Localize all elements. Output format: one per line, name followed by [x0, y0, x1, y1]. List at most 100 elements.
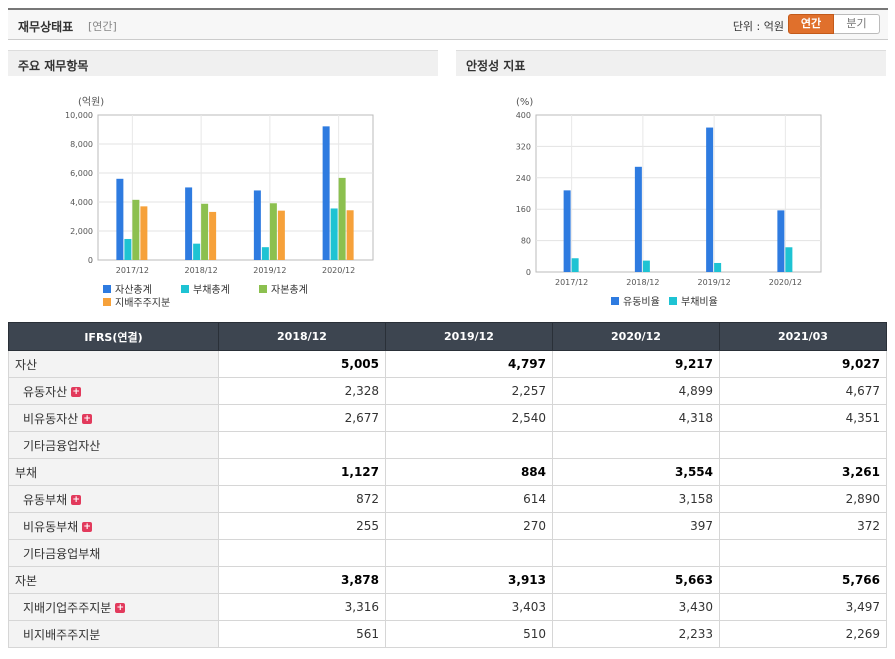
- y-tick-label: 240: [516, 174, 531, 183]
- table-cell: 9,027: [719, 350, 887, 378]
- bar: [201, 203, 209, 260]
- table-cell: 872: [218, 485, 386, 513]
- table-row: 비지배주주지분 561 510 2,233 2,269: [8, 620, 887, 648]
- table-cell: 372: [719, 512, 887, 540]
- table-cell: 2,269: [719, 620, 887, 648]
- table-cell: 3,913: [385, 566, 553, 594]
- row-label-text: 지배기업주주지분: [23, 600, 112, 615]
- table-cell: 4,318: [552, 404, 720, 432]
- table-cell: 3,430: [552, 593, 720, 621]
- bar: [563, 190, 571, 272]
- table-row: 비유동부채 +255 270 397 372: [8, 512, 887, 540]
- row-label-text: 비지배주주지분: [23, 627, 101, 642]
- legend-label: 부채비율: [681, 296, 718, 308]
- legend-label: 부채총계: [193, 284, 230, 296]
- table-cell: 2,540: [385, 404, 553, 432]
- bar: [322, 126, 330, 260]
- y-tick-label: 10,000: [65, 111, 93, 120]
- table-cell: 510: [385, 620, 553, 648]
- table-row: 자산 5,005 4,797 9,217 9,027: [8, 350, 887, 378]
- financial-items-chart: (억원) 10,000 8,000 6,000 4,000 2,000 0 2017/12 20…: [65, 96, 374, 309]
- legend-label: 자본총계: [271, 284, 308, 296]
- bar: [785, 247, 793, 272]
- table-row: 유동부채 +872 614 3,158 2,890: [8, 485, 887, 513]
- balance-sheet-table: IFRS(연결) 2018/12 2019/12 2020/12 2021/03…: [8, 322, 887, 648]
- legend-swatch: [259, 285, 267, 293]
- y-tick-label: 0: [88, 256, 93, 265]
- row-label: 지배기업주주지분 +: [8, 593, 219, 621]
- table-cell: 3,316: [218, 593, 386, 621]
- legend-label: 자산총계: [115, 284, 152, 296]
- bar: [706, 127, 714, 272]
- tab-annual[interactable]: 연간: [788, 14, 834, 34]
- table-cell: 270: [385, 512, 553, 540]
- table-cell: [719, 539, 887, 567]
- y-tick-label: 80: [521, 237, 531, 246]
- expand-icon[interactable]: +: [115, 603, 126, 613]
- y-axis-label: (%): [516, 97, 533, 108]
- row-label: 비유동부채 +: [8, 512, 219, 540]
- table-cell: 3,554: [552, 458, 720, 486]
- col-header: 2018/12: [218, 322, 386, 351]
- bar: [253, 190, 261, 260]
- bar: [277, 210, 285, 260]
- y-tick-label: 0: [526, 268, 531, 277]
- table-row: 기타금융업자산: [8, 431, 887, 459]
- col-header: 2019/12: [385, 322, 553, 351]
- table-cell: 5,766: [719, 566, 887, 594]
- legend-swatch: [181, 285, 189, 293]
- table-cell: 9,217: [552, 350, 720, 378]
- table-row: 부채 1,127 884 3,554 3,261: [8, 458, 887, 486]
- row-label-text: 유동부채: [23, 492, 68, 507]
- y-tick-label: 6,000: [70, 169, 93, 178]
- y-tick-label: 4,000: [70, 198, 93, 207]
- table-cell: 5,005: [218, 350, 386, 378]
- expand-icon[interactable]: +: [82, 522, 93, 532]
- table-cell: 1,127: [218, 458, 386, 486]
- col-header: IFRS(연결): [8, 322, 219, 351]
- row-label: 유동자산 +: [8, 377, 219, 405]
- table-cell: 5,663: [552, 566, 720, 594]
- row-label: 부채: [8, 458, 219, 486]
- bar: [209, 211, 217, 260]
- row-label: 기타금융업부채: [8, 539, 219, 567]
- table-cell: [552, 539, 720, 567]
- bar: [261, 247, 269, 260]
- table-cell: 3,878: [218, 566, 386, 594]
- table-cell: [218, 431, 386, 459]
- y-tick-label: 160: [516, 205, 531, 214]
- table-cell: 3,261: [719, 458, 887, 486]
- table-cell: [385, 431, 553, 459]
- row-label: 유동부채 +: [8, 485, 219, 513]
- legend-swatch: [103, 285, 111, 293]
- legend-swatch: [669, 297, 677, 305]
- row-label: 자산: [8, 350, 219, 378]
- bar: [346, 210, 354, 260]
- bar: [330, 208, 338, 260]
- x-tick-label: 2018/12: [626, 278, 659, 287]
- row-label-text: 부채: [15, 465, 38, 480]
- table-cell: 2,233: [552, 620, 720, 648]
- table-cell: 3,403: [385, 593, 553, 621]
- table-cell: 2,257: [385, 377, 553, 405]
- legend-swatch: [611, 297, 619, 305]
- expand-icon[interactable]: +: [71, 387, 82, 397]
- row-label-text: 비유동부채: [23, 519, 79, 534]
- x-tick-label: 2018/12: [185, 266, 218, 275]
- x-tick-label: 2019/12: [253, 266, 286, 275]
- legend-label: 지배주주지분: [115, 297, 170, 309]
- row-label: 비유동자산 +: [8, 404, 219, 432]
- table-row: 자본 3,878 3,913 5,663 5,766: [8, 566, 887, 594]
- tab-quarterly[interactable]: 분기: [834, 14, 880, 34]
- expand-icon[interactable]: +: [82, 414, 93, 424]
- table-cell: 3,158: [552, 485, 720, 513]
- table-cell: 4,351: [719, 404, 887, 432]
- x-tick-label: 2020/12: [322, 266, 355, 275]
- expand-icon[interactable]: +: [71, 495, 82, 505]
- row-label-text: 자산: [15, 357, 38, 372]
- bar: [193, 243, 201, 260]
- stability-chart: (%) 400 320 240 160 80 0 2017/12 2018/12 2019/12 2…: [516, 97, 822, 308]
- chart1-title: 주요 재무항목: [8, 50, 438, 76]
- legend-label: 유동비율: [623, 296, 660, 308]
- period-toggle: 연간 분기: [788, 14, 880, 34]
